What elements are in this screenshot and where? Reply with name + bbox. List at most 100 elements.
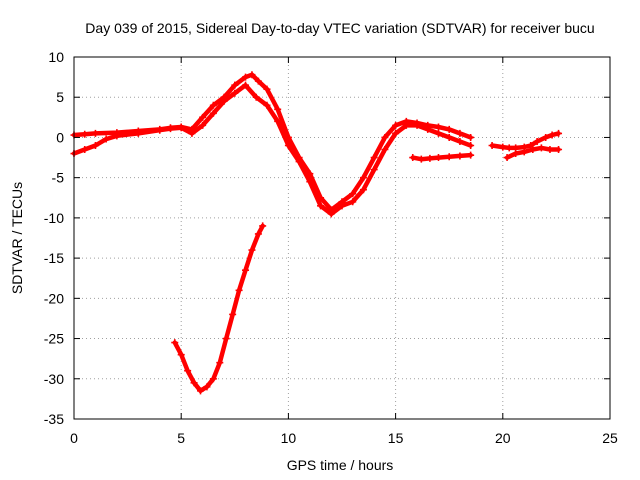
- data-point: [196, 387, 204, 395]
- y-tick-label: -20: [44, 290, 64, 306]
- data-point: [231, 81, 239, 89]
- y-axis-ticks: -35 -30 -25 -20 -15 -10 -5 0 5 10: [44, 49, 610, 427]
- data-point: [177, 124, 185, 132]
- data-point: [91, 141, 99, 149]
- data-point: [263, 101, 271, 109]
- data-point: [445, 153, 453, 161]
- data-point: [537, 144, 545, 152]
- x-axis-label: GPS time / hours: [287, 457, 394, 473]
- data-point: [295, 158, 303, 166]
- data-point: [402, 121, 410, 129]
- data-point: [252, 93, 260, 101]
- data-point: [317, 202, 325, 210]
- data-point: [533, 137, 541, 145]
- data-point: [392, 121, 400, 129]
- series-upper-track-b: [70, 81, 475, 218]
- data-point: [467, 133, 475, 141]
- data-point: [274, 117, 282, 125]
- data-point: [81, 130, 89, 138]
- data-point: [134, 129, 142, 137]
- data-point: [190, 379, 198, 387]
- series-late-track-a: [409, 151, 475, 163]
- data-point: [359, 186, 367, 194]
- y-tick-label: 5: [56, 89, 64, 105]
- data-point: [370, 154, 378, 162]
- data-point: [248, 246, 256, 254]
- data-point: [413, 121, 421, 129]
- y-tick-label: -15: [44, 250, 64, 266]
- data-point: [445, 133, 453, 141]
- data-point: [199, 121, 207, 129]
- data-point: [166, 125, 174, 133]
- data-point: [177, 351, 185, 359]
- data-point: [216, 359, 224, 367]
- data-point: [259, 222, 267, 230]
- series-storm-dip-track: [171, 222, 267, 395]
- y-tick-label: -5: [52, 170, 65, 186]
- grid-lines: [74, 57, 610, 419]
- data-point: [248, 71, 256, 79]
- data-point: [113, 132, 121, 140]
- data-point: [306, 178, 314, 186]
- data-point: [424, 125, 432, 133]
- data-point: [274, 105, 282, 113]
- data-point: [381, 146, 389, 154]
- y-tick-label: 0: [56, 129, 64, 145]
- data-point: [284, 141, 292, 149]
- data-point: [392, 129, 400, 137]
- y-tick-label: -25: [44, 331, 64, 347]
- data-point: [229, 310, 237, 318]
- data-point: [467, 141, 475, 149]
- y-tick-label: 10: [48, 49, 64, 65]
- series-late-track-b: [488, 129, 563, 152]
- x-tick-label: 25: [602, 430, 618, 446]
- data-point: [209, 109, 217, 117]
- data-point: [381, 133, 389, 141]
- x-tick-label: 0: [70, 430, 78, 446]
- y-tick-label: -10: [44, 210, 64, 226]
- x-tick-label: 10: [281, 430, 297, 446]
- data-point: [370, 166, 378, 174]
- data-point: [156, 126, 164, 134]
- data-point: [242, 266, 250, 274]
- data-point: [409, 154, 417, 162]
- data-point: [445, 125, 453, 133]
- chart-title: Day 039 of 2015, Sidereal Day-to-day VTE…: [85, 20, 594, 36]
- data-series: [70, 71, 563, 395]
- y-tick-label: -35: [44, 411, 64, 427]
- data-point: [231, 89, 239, 97]
- data-point: [456, 152, 464, 160]
- data-point: [434, 154, 442, 162]
- data-point: [555, 146, 563, 154]
- data-point: [503, 154, 511, 162]
- data-point: [184, 367, 192, 375]
- data-point: [417, 155, 425, 163]
- data-point: [222, 335, 230, 343]
- data-point: [548, 131, 556, 139]
- data-point: [529, 146, 537, 154]
- data-point: [426, 154, 434, 162]
- data-point: [220, 97, 228, 105]
- data-point: [254, 77, 262, 85]
- data-point: [434, 129, 442, 137]
- data-point: [102, 135, 110, 143]
- plot-frame: [73, 56, 611, 420]
- data-point: [456, 129, 464, 137]
- data-point: [188, 129, 196, 137]
- data-point: [555, 129, 563, 137]
- data-point: [456, 137, 464, 145]
- data-point: [209, 101, 217, 109]
- x-tick-label: 5: [177, 430, 185, 446]
- data-point: [171, 339, 179, 347]
- data-point: [488, 141, 496, 149]
- data-point: [512, 150, 520, 158]
- data-point: [467, 151, 475, 159]
- data-point: [203, 383, 211, 391]
- data-point: [81, 146, 89, 154]
- series-late-track-c: [503, 144, 563, 162]
- data-point: [434, 123, 442, 131]
- data-point: [235, 286, 243, 294]
- data-point: [242, 81, 250, 89]
- x-tick-label: 15: [388, 430, 404, 446]
